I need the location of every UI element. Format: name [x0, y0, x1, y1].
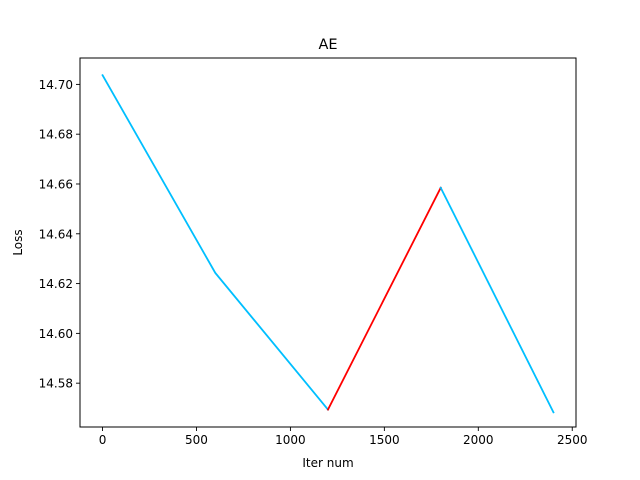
series-line-2 [326, 186, 442, 411]
y-axis: 14.58 14.60 14.62 14.64 14.66 14.68 14.70 [39, 78, 80, 391]
x-tick-label: 500 [185, 433, 208, 447]
x-tick-label: 0 [99, 433, 107, 447]
x-tick-label: 1500 [369, 433, 400, 447]
x-tick-label: 2500 [557, 433, 588, 447]
x-tick-label: 2000 [463, 433, 494, 447]
x-axis-label: Iter num [302, 456, 353, 470]
y-tick-label: 14.70 [39, 78, 73, 92]
axes-frame [79, 57, 577, 428]
y-tick-label: 14.58 [39, 377, 73, 391]
chart-title: AE [318, 37, 337, 53]
plot-area [101, 73, 555, 414]
x-axis: 0 500 1000 1500 2000 2500 [99, 427, 588, 447]
x-tick-label: 1000 [275, 433, 306, 447]
y-tick-label: 14.68 [39, 128, 73, 142]
y-tick-label: 14.60 [39, 327, 73, 341]
y-tick-label: 14.62 [39, 277, 73, 291]
y-axis-label: Loss [11, 229, 25, 255]
series-line-1 [101, 73, 330, 411]
y-tick-label: 14.66 [39, 177, 73, 191]
y-tick-label: 14.64 [39, 227, 73, 241]
series-line-3 [439, 186, 555, 414]
